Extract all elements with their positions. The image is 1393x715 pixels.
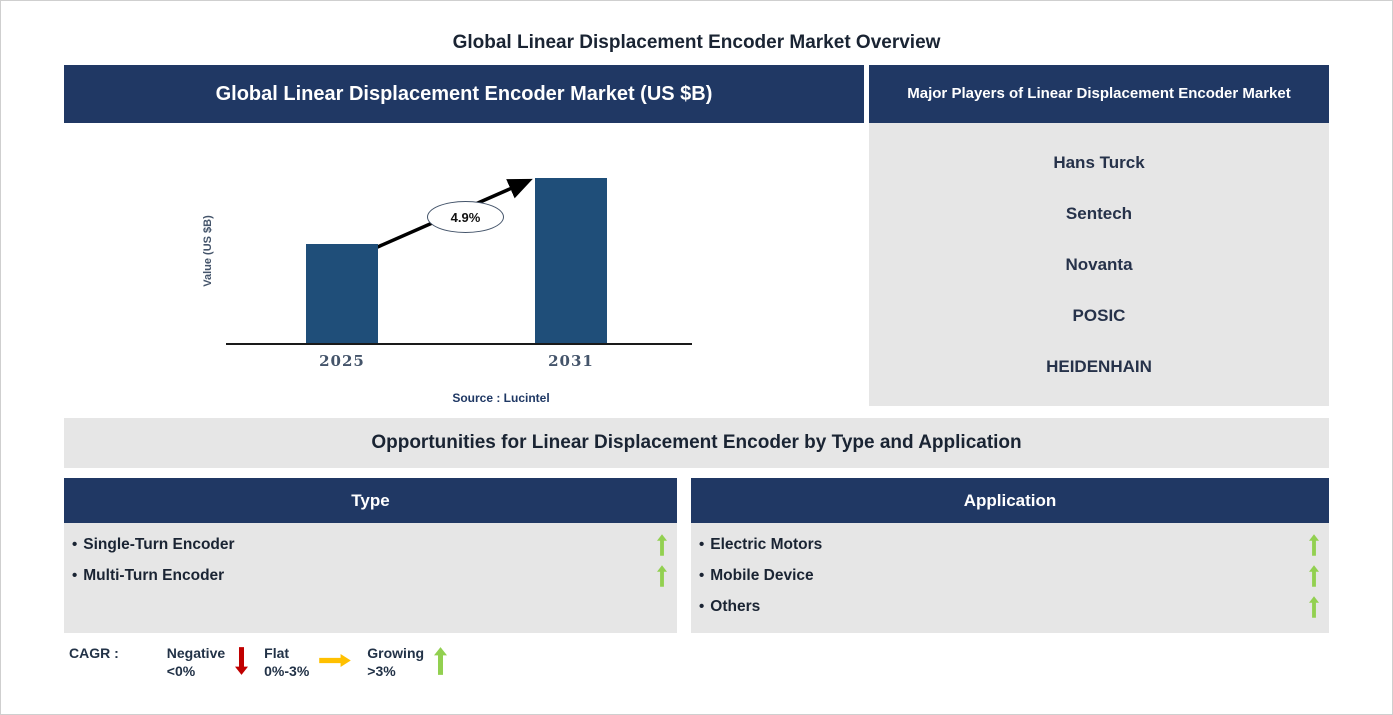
legend-label: Growing >3%	[367, 644, 424, 680]
item-label: Multi-Turn Encoder	[83, 566, 225, 584]
legend-item: Negative <0%	[167, 644, 249, 680]
up-arrow-icon	[657, 533, 667, 557]
cagr-value: 4.9%	[450, 209, 481, 225]
player-name: POSIC	[1072, 305, 1126, 325]
up-arrow-icon	[1309, 564, 1319, 588]
opportunities-title: Opportunities for Linear Displacement En…	[64, 418, 1329, 468]
x-axis-line	[226, 343, 692, 345]
list-item: • Mobile Device	[699, 560, 1323, 591]
list-item: • Electric Motors	[699, 529, 1323, 560]
item-label: Single-Turn Encoder	[83, 535, 235, 553]
legend-label: Flat 0%-3%	[264, 644, 309, 680]
x-tick-2025: 2025	[319, 352, 365, 370]
y-axis-label: Value (US $B)	[202, 215, 214, 287]
list-item: • Multi-Turn Encoder	[72, 560, 671, 591]
right-arrow-icon	[319, 654, 352, 667]
bar-2031	[535, 178, 607, 344]
major-players-panel: Major Players of Linear Displacement Enc…	[869, 65, 1329, 406]
type-list: • Single-Turn Encoder • Multi-Turn Encoder	[64, 523, 677, 633]
item-label: Electric Motors	[710, 535, 823, 553]
cagr-legend: CAGR : Negative <0% Flat 0%-3% Growing >3%	[69, 644, 463, 680]
market-chart-panel: Global Linear Displacement Encoder Marke…	[64, 65, 864, 414]
up-arrow-icon	[1309, 533, 1319, 557]
item-label: Mobile Device	[710, 566, 814, 584]
x-tick-2031: 2031	[548, 352, 594, 370]
legend-label-range: <0%	[166, 663, 196, 679]
player-name: Novanta	[1065, 254, 1133, 274]
page-title: Global Linear Displacement Encoder Marke…	[452, 32, 941, 53]
player-name: Sentech	[1065, 203, 1133, 223]
up-arrow-icon	[657, 564, 667, 588]
major-players-list: Hans Turck Sentech Novanta POSIC HEIDENHAIN	[869, 123, 1329, 406]
player-name: HEIDENHAIN	[1046, 356, 1152, 376]
down-arrow-icon	[235, 645, 249, 677]
application-list: • Electric Motors • Mobile Device • Others	[691, 523, 1329, 633]
bullet: •	[72, 567, 78, 584]
legend-label-range: 0%-3%	[264, 663, 310, 679]
bullet: •	[699, 598, 705, 615]
legend-item: Growing >3%	[367, 644, 448, 680]
market-chart-header: Global Linear Displacement Encoder Marke…	[64, 65, 864, 123]
major-players-header: Major Players of Linear Displacement Enc…	[869, 65, 1329, 123]
cagr-ellipse: 4.9%	[427, 201, 504, 233]
type-header: Type	[64, 478, 677, 523]
legend-label: Negative <0%	[167, 644, 225, 680]
legend-items: Negative <0% Flat 0%-3% Growing >3%	[167, 644, 463, 680]
market-chart: Value (US $B) 4.9% 2025 2031 Source : Lu…	[64, 123, 864, 414]
item-label: Others	[710, 597, 761, 615]
legend-label-range: >3%	[367, 663, 396, 679]
type-panel: Type • Single-Turn Encoder • Multi-Turn Enc…	[64, 478, 677, 633]
legend-label-name: Flat	[264, 645, 290, 661]
bullet: •	[699, 536, 705, 553]
application-panel: Application • Electric Motors • Mobile Devi…	[691, 478, 1329, 633]
bullet: •	[699, 567, 705, 584]
application-header: Application	[691, 478, 1329, 523]
legend-label-name: Growing	[367, 645, 425, 661]
bullet: •	[72, 536, 78, 553]
player-name: Hans Turck	[1053, 152, 1145, 172]
up-arrow-icon	[1309, 595, 1319, 619]
list-item: • Single-Turn Encoder	[72, 529, 671, 560]
list-item: • Others	[699, 591, 1323, 622]
legend-item: Flat 0%-3%	[264, 644, 352, 680]
cagr-trend-arrow-icon	[372, 178, 533, 251]
bar-2025	[306, 244, 378, 344]
up-arrow-icon	[434, 645, 448, 677]
legend-prefix: CAGR :	[69, 645, 119, 661]
legend-label-name: Negative	[166, 645, 226, 661]
chart-source: Source : Lucintel	[452, 391, 550, 405]
